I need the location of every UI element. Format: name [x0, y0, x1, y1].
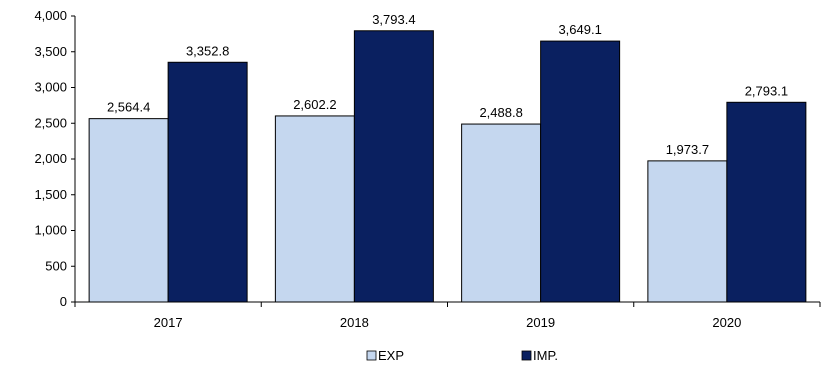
y-tick-label: 0	[60, 294, 67, 309]
data-label: 2,602.2	[293, 97, 336, 112]
data-label: 2,793.1	[745, 83, 788, 98]
data-label: 3,793.4	[372, 12, 415, 27]
y-tick-label: 4,000	[34, 8, 67, 23]
bar-exp-2017	[88, 118, 169, 303]
bar-imp-2020	[726, 101, 807, 303]
bar-imp-2019	[540, 40, 621, 303]
y-tick-label: 1,000	[34, 223, 67, 238]
y-tick-label: 3,000	[34, 80, 67, 95]
legend-swatch	[366, 350, 377, 361]
x-tick-label: 2020	[712, 315, 741, 330]
x-tick-label: 2018	[340, 315, 369, 330]
bar-imp-2018	[353, 30, 434, 303]
data-label: 2,564.4	[107, 100, 150, 115]
y-tick-label: 3,500	[34, 44, 67, 59]
y-tick-label: 2,000	[34, 151, 67, 166]
legend-label: EXP	[378, 348, 404, 363]
bar-exp-2018	[274, 115, 355, 303]
y-tick-label: 1,500	[34, 187, 67, 202]
y-tick-label: 2,500	[34, 115, 67, 130]
legend-label: IMP.	[533, 348, 558, 363]
bar-exp-2019	[461, 123, 542, 303]
data-label: 2,488.8	[479, 105, 522, 120]
bar-exp-2020	[647, 160, 728, 303]
x-tick-label: 2017	[154, 315, 183, 330]
x-tick-label: 2019	[526, 315, 555, 330]
y-tick-label: 500	[45, 258, 67, 273]
data-label: 3,352.8	[186, 43, 229, 58]
bar-imp-2017	[167, 61, 248, 303]
plot-area: 0 500 1,000 1,500 2,000 2,500 3,000 3,500 4,000 2…	[34, 8, 821, 330]
data-label: 1,973.7	[666, 142, 709, 157]
data-label: 3,649.1	[558, 22, 601, 37]
legend-swatch	[521, 350, 532, 361]
legend: EXP IMP.	[366, 348, 558, 363]
